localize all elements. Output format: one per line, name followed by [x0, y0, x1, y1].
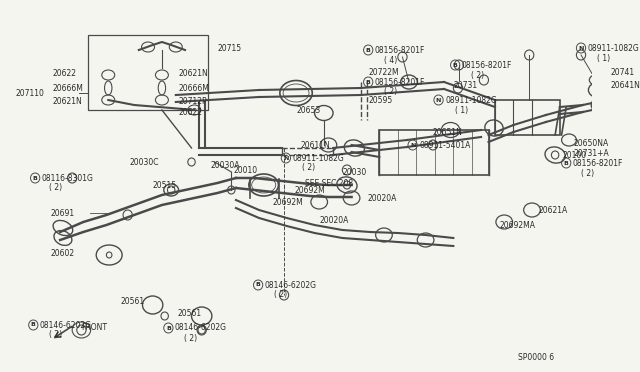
Text: N: N	[579, 45, 584, 51]
Text: ( 2): ( 2)	[301, 163, 315, 171]
Text: 20622: 20622	[52, 68, 77, 77]
Bar	[380, 130, 488, 175]
Bar	[495, 100, 560, 135]
Text: B: B	[564, 160, 569, 166]
Text: 08146-6202G: 08146-6202G	[175, 324, 227, 333]
Text: B: B	[33, 176, 38, 180]
Text: ( 4): ( 4)	[384, 55, 397, 64]
Text: 20622: 20622	[179, 108, 203, 116]
Text: ( 2): ( 2)	[471, 71, 484, 80]
Text: 08146-6202G: 08146-6202G	[264, 280, 317, 289]
Text: 08146-6202G: 08146-6202G	[40, 321, 92, 330]
Text: 20515: 20515	[153, 180, 177, 189]
Text: 20030A: 20030A	[211, 160, 241, 170]
Text: 08156-8201F: 08156-8201F	[374, 77, 425, 87]
Text: 20692M: 20692M	[294, 186, 325, 195]
Text: ( 1): ( 1)	[455, 106, 468, 115]
Bar	[88, 35, 208, 110]
Text: 20731+A: 20731+A	[573, 148, 609, 157]
Text: 20595: 20595	[368, 96, 392, 105]
Text: 08156-8201F: 08156-8201F	[573, 158, 623, 167]
Text: 08116-8301G: 08116-8301G	[42, 173, 93, 183]
Text: 08911-1082G: 08911-1082G	[588, 44, 639, 52]
Text: 20650NA: 20650NA	[573, 138, 609, 148]
Text: 20010: 20010	[233, 166, 257, 174]
Text: ( 2): ( 2)	[49, 183, 62, 192]
Text: ( 2): ( 2)	[274, 291, 287, 299]
Text: 20611N: 20611N	[301, 141, 330, 150]
Text: N: N	[410, 142, 415, 148]
Text: 20715: 20715	[218, 44, 241, 52]
Text: 20621A: 20621A	[538, 205, 568, 215]
Text: B: B	[366, 80, 371, 84]
Text: 20692M: 20692M	[273, 198, 304, 206]
Text: B: B	[256, 282, 260, 288]
Text: ( 2): ( 2)	[184, 334, 197, 343]
Text: ( 1): ( 1)	[596, 54, 610, 62]
Text: 20666M: 20666M	[179, 83, 209, 93]
Text: B: B	[166, 326, 171, 330]
Text: ( 2): ( 2)	[384, 87, 397, 96]
Text: 20030: 20030	[342, 167, 367, 176]
Text: 20653: 20653	[296, 106, 320, 115]
Text: B: B	[366, 48, 371, 52]
Text: 20621N: 20621N	[52, 96, 83, 106]
Text: 20641N: 20641N	[611, 80, 640, 90]
Text: 08156-8201F: 08156-8201F	[374, 45, 425, 55]
Text: 08156-8201F: 08156-8201F	[461, 61, 512, 70]
Text: 08911-1082G: 08911-1082G	[292, 154, 344, 163]
Text: 20020A: 20020A	[319, 215, 349, 224]
Text: 20030C: 20030C	[129, 157, 159, 167]
Text: 08911-5401A: 08911-5401A	[419, 141, 470, 150]
Text: N: N	[436, 97, 441, 103]
Text: 08911-1082G: 08911-1082G	[445, 96, 497, 105]
Text: SP0000 6: SP0000 6	[518, 353, 554, 362]
Text: 20100: 20100	[563, 151, 587, 160]
Text: ( 2): ( 2)	[581, 169, 594, 177]
Text: B: B	[452, 62, 458, 67]
Text: 20712P: 20712P	[179, 96, 207, 106]
Text: B: B	[31, 323, 36, 327]
Text: FRONT: FRONT	[81, 323, 108, 331]
Text: 20731: 20731	[453, 80, 477, 90]
Text: N: N	[283, 155, 289, 160]
Text: 207110: 207110	[16, 89, 45, 97]
Text: ( 2): ( 2)	[49, 330, 62, 340]
Text: 20602: 20602	[51, 248, 75, 257]
Text: SEE SEC.208: SEE SEC.208	[305, 179, 353, 187]
Text: 20561: 20561	[120, 298, 145, 307]
Text: 20651N: 20651N	[433, 128, 463, 137]
Text: 20692MA: 20692MA	[500, 221, 536, 230]
Text: 20561: 20561	[178, 310, 202, 318]
Text: 20666M: 20666M	[52, 83, 84, 93]
Text: 20621N: 20621N	[179, 68, 208, 77]
Text: 20722M: 20722M	[368, 67, 399, 77]
Text: 20020A: 20020A	[367, 193, 397, 202]
Text: 20741: 20741	[611, 67, 635, 77]
Text: 20691: 20691	[51, 208, 75, 218]
